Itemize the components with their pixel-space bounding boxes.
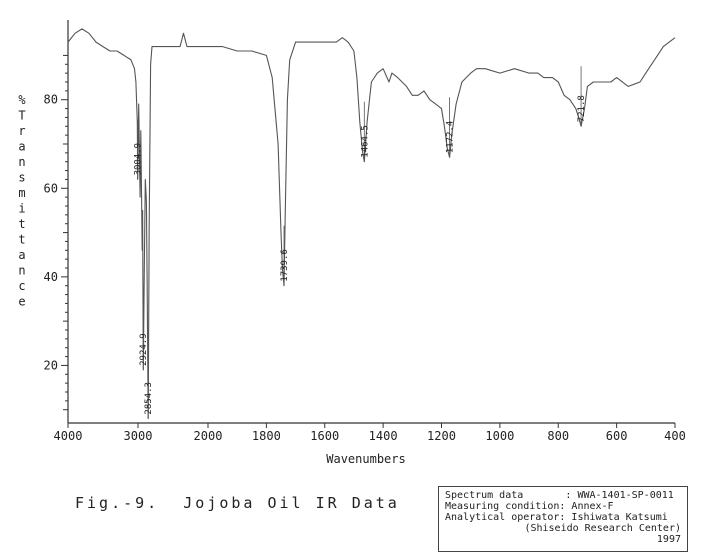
peak-label: 1464.5 xyxy=(360,125,370,158)
peak-label: 1739.6 xyxy=(280,249,290,282)
info-analytical-operator: Analytical operator: Ishiwata Katsumi xyxy=(445,512,668,523)
x-tick-label: 3000 xyxy=(124,429,153,443)
x-tick-label: 1400 xyxy=(369,429,398,443)
y-axis-label-char: t xyxy=(18,217,25,231)
x-tick-label: 1200 xyxy=(427,429,456,443)
y-axis-label-char: a xyxy=(18,248,25,262)
y-axis-label-char: c xyxy=(18,279,25,293)
y-axis-label-char: s xyxy=(18,171,25,185)
y-axis-label-char: % xyxy=(18,93,26,107)
y-axis-label-char: a xyxy=(18,140,25,154)
ir-spectrum-chart: 4000 3000 2000 1800 1600 1400 1200 1000 800 600 40… xyxy=(18,20,686,466)
axes xyxy=(67,20,675,424)
spectrum-line xyxy=(67,28,676,420)
tick-marks: 4000 3000 2000 1800 1600 1400 1200 1000 800 600 40… xyxy=(44,54,686,443)
peak-label: 1172.4 xyxy=(446,121,456,154)
x-tick-label: 4000 xyxy=(54,429,83,443)
peak-label: 2854.3 xyxy=(144,382,154,415)
x-tick-label: 800 xyxy=(547,429,569,443)
info-measuring-condition: Measuring condition: Annex-F xyxy=(445,501,614,512)
y-axis-label-char: t xyxy=(18,233,25,247)
y-tick-label: 40 xyxy=(44,270,58,284)
y-axis-label-char: r xyxy=(18,124,25,138)
y-axis-label-char: m xyxy=(18,186,25,200)
info-research-center: (Shiseido Research Center) xyxy=(524,523,681,534)
x-tick-label: 2000 xyxy=(194,429,223,443)
x-tick-label: 1600 xyxy=(310,429,339,443)
y-axis-label-char: n xyxy=(18,264,25,278)
y-axis-label-char: T xyxy=(18,109,25,123)
x-tick-label: 400 xyxy=(664,429,686,443)
series-layer xyxy=(67,28,676,420)
x-tick-label: 600 xyxy=(606,429,628,443)
y-axis-label-char: e xyxy=(18,295,25,309)
y-axis-label-char: i xyxy=(18,202,25,216)
x-tick-label: 1800 xyxy=(252,429,281,443)
figure-caption: Fig.-9. Jojoba Oil IR Data xyxy=(75,494,400,512)
y-tick-label: 60 xyxy=(44,181,58,195)
x-tick-label: 1000 xyxy=(485,429,514,443)
x-axis-label: Wavenumbers xyxy=(326,452,405,466)
peak-label: 721.8 xyxy=(577,95,587,122)
peak-annotations: 3004.9 2924.9 2854.3 1739.6 1464.5 1172.4 721.… xyxy=(134,66,587,419)
y-axis-label-char: n xyxy=(18,155,25,169)
y-tick-label: 80 xyxy=(44,93,58,107)
info-box: Spectrum data : WWA-1401-SP-0011 Measuri… xyxy=(438,486,688,552)
info-year: 1997 xyxy=(656,534,681,545)
peak-label: 2924.9 xyxy=(139,333,149,366)
info-spectrum-data: Spectrum data : WWA-1401-SP-0011 xyxy=(445,490,674,501)
peak-label: 3004.9 xyxy=(134,143,144,176)
y-tick-label: 20 xyxy=(44,358,58,372)
